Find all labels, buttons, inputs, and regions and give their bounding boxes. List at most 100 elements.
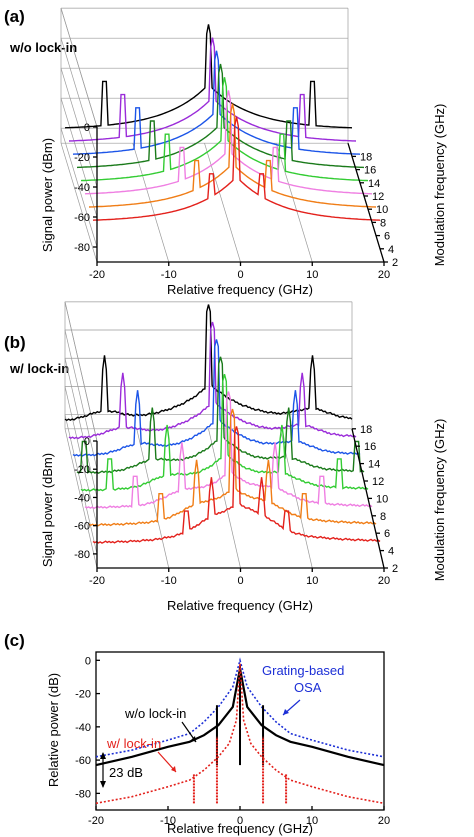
trace-mod-6ghz — [88, 103, 377, 208]
panel-b-y-label: Signal power (dBm) — [40, 453, 55, 567]
panel-c-label: (c) — [4, 631, 25, 650]
annot-w-lock-in: w/ lock-in — [106, 736, 161, 751]
z-tick-label: 4 — [388, 546, 394, 558]
x-tick-label: 20 — [378, 575, 390, 587]
z-tick-label: 8 — [380, 217, 386, 229]
panel-c-traces — [95, 657, 385, 805]
y-tick-label: -20 — [75, 689, 91, 701]
x-tick-label: 0 — [237, 575, 243, 587]
z-tick-label: 18 — [360, 151, 372, 163]
trace-mod-18ghz — [64, 24, 353, 129]
z-tick-label: 14 — [368, 459, 380, 471]
z-tick-label: 8 — [380, 511, 386, 523]
y-tick-label: -20 — [74, 464, 90, 476]
z-tick-label: 6 — [384, 528, 390, 540]
z-tick-label: 4 — [388, 244, 394, 256]
panel-a-z-label: Modulation frequency (GHz) — [432, 104, 447, 267]
y-tick-label: -80 — [74, 549, 90, 561]
z-tick-label: 10 — [376, 204, 388, 216]
floor-gridline — [132, 143, 170, 263]
wall-gridline — [60, 38, 98, 158]
series-w — [95, 663, 385, 805]
z-tick-label: 16 — [364, 165, 376, 177]
panel-c-x-label: Relative frequency (GHz) — [167, 821, 313, 836]
trace-mod-4ghz — [92, 426, 381, 544]
floor-gridline — [136, 428, 170, 569]
panel-c-y-label: Relative power (dB) — [46, 673, 61, 787]
trace-mod-8ghz — [84, 90, 373, 195]
annot-grating-osa-2: OSA — [294, 680, 322, 695]
annot-wo-lock-in: w/o lock-in — [124, 706, 186, 721]
y-tick-label: -20 — [74, 152, 90, 164]
wall-gridline — [64, 358, 98, 498]
z-tick-label: 16 — [364, 441, 376, 453]
trace-mod-18ghz — [64, 304, 353, 422]
panel-a-traces — [64, 24, 381, 221]
trace-mod-10ghz — [80, 77, 369, 182]
x-tick-label: -20 — [89, 575, 105, 587]
x-tick-label: -10 — [161, 269, 177, 281]
trace-mod-8ghz — [84, 391, 373, 510]
y-tick-label: -40 — [74, 182, 90, 194]
panel-a-label: (a) — [4, 7, 25, 26]
panel-b-traces — [64, 304, 381, 544]
annot-wo-arrowhead — [191, 736, 196, 742]
annot-23db-arrowhead-bottom — [100, 781, 106, 788]
trace-mod-14ghz — [72, 339, 361, 457]
floor-gridline — [204, 143, 241, 263]
trace-mod-16ghz — [68, 37, 357, 142]
trace-mod-10ghz — [80, 374, 369, 492]
panel-a-3d-box — [60, 7, 385, 263]
y-tick-label: -40 — [74, 492, 90, 504]
y-tick-label: -80 — [75, 788, 91, 800]
box-edge — [64, 428, 98, 569]
panel-b-axes: -20 -10 0 10 20 -80 -60 -40 -20 0 2 4 6 8 10 12 14 16 18 — [74, 424, 398, 587]
y-tick-label: -60 — [74, 212, 90, 224]
panel-a-x-label: Relative frequency (GHz) — [167, 282, 313, 297]
y-tick-label: -60 — [74, 521, 90, 533]
wall-gridline — [64, 329, 98, 470]
annot-23db: 23 dB — [109, 765, 143, 780]
box-edge — [60, 143, 98, 263]
x-tick-label: 0 — [237, 269, 243, 281]
annot-osa-arrowhead — [283, 709, 289, 715]
floor-gridline — [208, 428, 241, 569]
trace-mod-4ghz — [92, 116, 381, 221]
y-tick-label: 0 — [84, 122, 90, 134]
panel-c-axes: -20 -10 0 10 20 -80 -60 -40 -20 0 — [75, 655, 390, 827]
wall-gridline — [60, 128, 98, 248]
z-tick-label: 10 — [376, 493, 388, 505]
z-tick-label: 18 — [360, 424, 372, 436]
y-tick-label: -80 — [74, 242, 90, 254]
z-tick-label: 2 — [392, 257, 398, 269]
y-tick-label: -60 — [75, 755, 91, 767]
panel-b-3d-box — [64, 301, 385, 569]
series-osa — [95, 657, 385, 758]
z-tick-label: 12 — [372, 476, 384, 488]
y-tick-label: -40 — [75, 722, 91, 734]
panel-a: (a) w/o lock-in -20 -10 0 10 20 -80 -60 -40 -20 0… — [4, 7, 447, 297]
x-tick-label: 20 — [378, 269, 390, 281]
x-tick-label: 10 — [306, 269, 318, 281]
x-tick-label: -20 — [88, 815, 104, 827]
z-tick-label: 14 — [368, 178, 380, 190]
annot-23db-arrowhead-top — [100, 752, 106, 759]
x-tick-label: 0 — [237, 815, 243, 827]
z-tick-label: 12 — [372, 191, 384, 203]
panel-a-y-label: Signal power (dBm) — [40, 138, 55, 252]
y-tick-label: 0 — [84, 436, 90, 448]
wall-gridline — [60, 8, 98, 128]
y-tick-label: 0 — [85, 655, 91, 667]
panel-b-x-label: Relative frequency (GHz) — [167, 598, 313, 613]
panel-b: (b) w/ lock-in -20 -10 0 10 20 -80 -60 -40 -20 0 2… — [4, 301, 447, 613]
panel-b-label: (b) — [4, 333, 26, 352]
annot-grating-osa-1: Grating-based — [262, 663, 344, 678]
trace-mod-16ghz — [68, 321, 357, 440]
panel-a-annotation: w/o lock-in — [9, 40, 77, 55]
z-tick-label: 6 — [384, 231, 390, 243]
panel-c: (c) -20 -10 0 10 20 -80 -60 -40 -20 0 w/o lock-in… — [4, 631, 390, 836]
trace-mod-14ghz — [72, 50, 361, 155]
x-tick-label: -20 — [89, 269, 105, 281]
x-tick-label: 10 — [306, 575, 318, 587]
